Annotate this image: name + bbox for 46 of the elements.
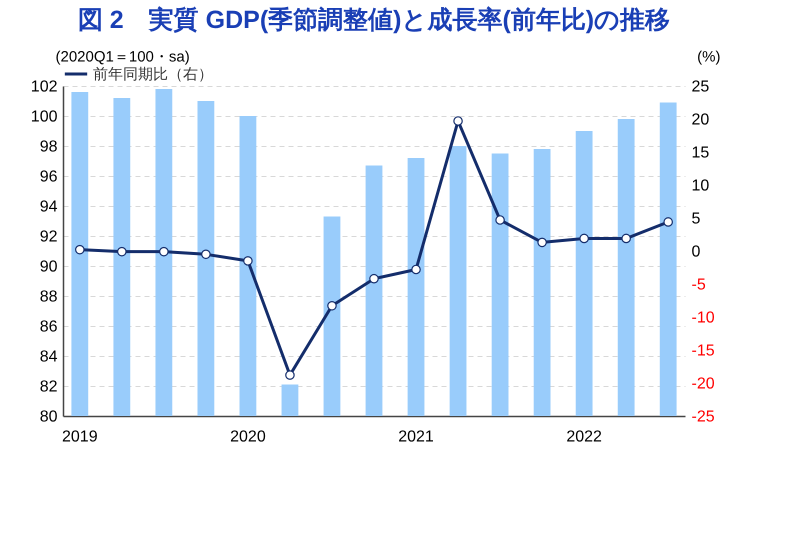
point <box>285 370 295 380</box>
y2-tick-label: 5 <box>692 210 700 228</box>
y-tick-label: 92 <box>40 228 58 246</box>
legend-label: 前年同期比（右） <box>93 66 213 83</box>
y2-tick-label: -10 <box>692 310 715 326</box>
point <box>327 301 337 311</box>
y-tick-label: 88 <box>40 288 58 306</box>
y2-tick-label: -5 <box>692 276 706 294</box>
x-tick-label: 2020 <box>230 428 266 446</box>
y2-tick-label: -15 <box>692 342 715 360</box>
point <box>453 116 463 126</box>
point <box>201 250 211 260</box>
y2-axis-title: (%) <box>697 48 721 66</box>
point <box>495 215 505 225</box>
point <box>621 234 631 244</box>
y2-tick-label: -25 <box>692 408 715 426</box>
y2-tick-label: 15 <box>692 144 710 162</box>
x-tick-label: 2021 <box>398 428 434 446</box>
point <box>159 246 169 256</box>
y-tick-label: 82 <box>40 378 58 396</box>
x-tick-label: 2019 <box>62 428 98 446</box>
y-tick-label: 102 <box>30 78 58 96</box>
y-tick-label: 96 <box>40 168 58 186</box>
point <box>663 217 673 227</box>
y-tick-label: 94 <box>40 198 58 216</box>
point <box>75 244 85 254</box>
point <box>369 274 379 284</box>
y-tick-label: 90 <box>40 258 58 276</box>
y-tick-label: 80 <box>40 408 58 426</box>
point <box>411 264 421 274</box>
y2-tick-label: -20 <box>692 376 715 392</box>
y-axis-title: (2020Q1＝100・sa) <box>56 48 190 66</box>
y-tick-label: 98 <box>40 138 58 156</box>
y-tick-label: 100 <box>30 108 58 126</box>
chart-title: 図 2 実質 GDP(季節調整値)と成長率(前年比)の推移 <box>78 6 670 34</box>
point <box>537 238 547 248</box>
y2-tick-label: 20 <box>692 112 710 128</box>
y2-tick-label: 10 <box>692 178 710 194</box>
point <box>579 234 589 244</box>
y2-tick-label: 0 <box>692 244 700 260</box>
y-tick-label: 86 <box>40 318 58 336</box>
y2-tick-label: 25 <box>692 78 710 96</box>
x-tick-label: 2022 <box>566 428 602 446</box>
point <box>117 246 127 256</box>
y-tick-label: 84 <box>40 348 58 366</box>
point <box>243 256 253 266</box>
